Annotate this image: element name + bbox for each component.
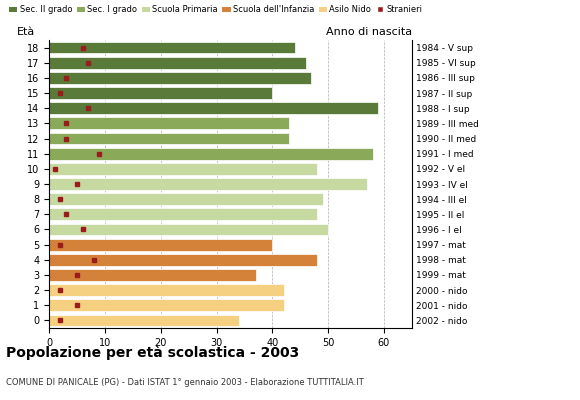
Bar xyxy=(49,42,295,54)
Bar xyxy=(49,269,256,281)
Bar xyxy=(49,133,289,144)
Text: Popolazione per età scolastica - 2003: Popolazione per età scolastica - 2003 xyxy=(6,346,299,360)
Bar xyxy=(49,178,367,190)
Bar xyxy=(49,224,328,235)
Bar xyxy=(49,72,311,84)
Bar xyxy=(49,148,373,160)
Bar xyxy=(49,299,284,311)
Bar xyxy=(49,208,317,220)
Text: Anno di nascita: Anno di nascita xyxy=(326,27,412,37)
Bar xyxy=(49,118,289,129)
Bar xyxy=(49,102,378,114)
Bar xyxy=(49,163,317,175)
Bar xyxy=(49,254,317,266)
Bar xyxy=(49,193,322,205)
Text: Età: Età xyxy=(17,27,35,37)
Text: COMUNE DI PANICALE (PG) - Dati ISTAT 1° gennaio 2003 - Elaborazione TUTTITALIA.I: COMUNE DI PANICALE (PG) - Dati ISTAT 1° … xyxy=(6,378,364,387)
Bar xyxy=(49,239,273,250)
Bar xyxy=(49,314,239,326)
Bar xyxy=(49,57,306,69)
Legend: Sec. II grado, Sec. I grado, Scuola Primaria, Scuola dell'Infanzia, Asilo Nido, : Sec. II grado, Sec. I grado, Scuola Prim… xyxy=(6,2,426,18)
Bar xyxy=(49,87,273,99)
Bar xyxy=(49,284,284,296)
